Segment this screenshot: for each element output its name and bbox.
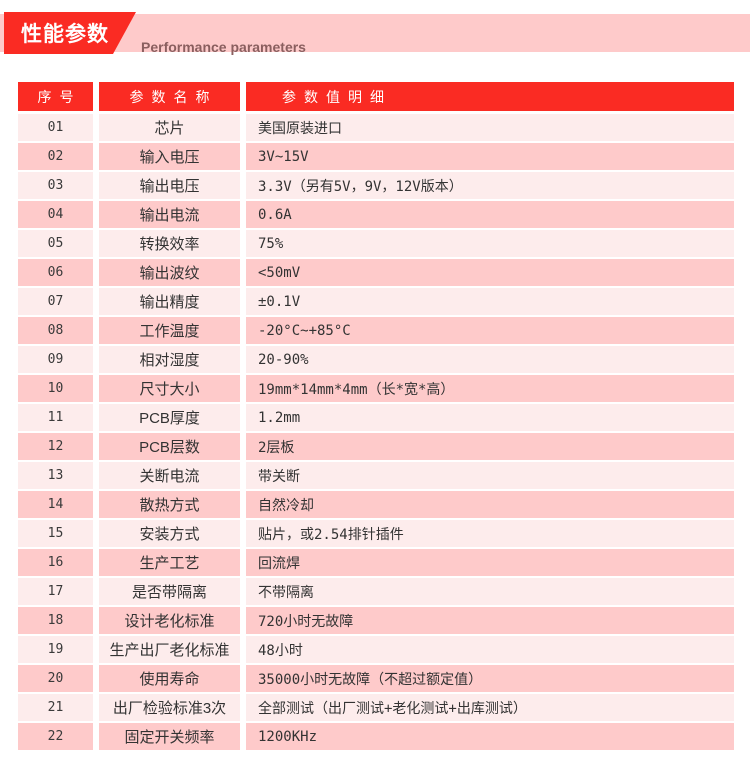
cell-no: 07: [18, 288, 93, 315]
cell-no: 18: [18, 607, 93, 634]
cell-name: 相对湿度: [99, 346, 240, 373]
header-cell-name: 参数名称: [99, 82, 240, 111]
cell-name: 输出精度: [99, 288, 240, 315]
cell-no: 13: [18, 462, 93, 489]
cell-value: 自然冷却: [246, 491, 734, 518]
cell-no: 20: [18, 665, 93, 692]
cell-no: 04: [18, 201, 93, 228]
table-row: 13 关断电流 带关断: [18, 462, 734, 489]
table-row: 19 生产出厂老化标准 48小时: [18, 636, 734, 663]
cell-value: 贴片，或2.54排针插件: [246, 520, 734, 547]
cell-name: 尺寸大小: [99, 375, 240, 402]
cell-name: 使用寿命: [99, 665, 240, 692]
cell-no: 01: [18, 114, 93, 141]
table-row: 21 出厂检验标准3次 全部测试（出厂测试+老化测试+出库测试）: [18, 694, 734, 721]
table-body: 01 芯片 美国原装进口 02 输入电压 3V~15V 03 输出电压 3.3V（另有5V，9V…: [18, 114, 734, 750]
cell-no: 08: [18, 317, 93, 344]
table-header-row: 序号 参数名称 参数值明细: [18, 82, 734, 111]
cell-value: 48小时: [246, 636, 734, 663]
cell-no: 06: [18, 259, 93, 286]
cell-value: 1200KHz: [246, 723, 734, 750]
cell-no: 12: [18, 433, 93, 460]
cell-no: 03: [18, 172, 93, 199]
banner-subtitle: Performance parameters: [141, 39, 306, 55]
cell-no: 09: [18, 346, 93, 373]
cell-value: 3.3V（另有5V，9V，12V版本）: [246, 172, 734, 199]
cell-no: 17: [18, 578, 93, 605]
table-row: 02 输入电压 3V~15V: [18, 143, 734, 170]
header-cell-no: 序号: [18, 82, 93, 111]
table-row: 05 转换效率 75%: [18, 230, 734, 257]
cell-value: 回流焊: [246, 549, 734, 576]
cell-value: 1.2mm: [246, 404, 734, 431]
cell-value: 全部测试（出厂测试+老化测试+出库测试）: [246, 694, 734, 721]
table-row: 08 工作温度 -20°C~+85°C: [18, 317, 734, 344]
cell-no: 21: [18, 694, 93, 721]
cell-value: 0.6A: [246, 201, 734, 228]
cell-name: 生产出厂老化标准: [99, 636, 240, 663]
cell-no: 15: [18, 520, 93, 547]
table-row: 15 安装方式 贴片，或2.54排针插件: [18, 520, 734, 547]
table-row: 11 PCB厚度 1.2mm: [18, 404, 734, 431]
spec-table: 序号 参数名称 参数值明细 01 芯片 美国原装进口 02 输入电压 3V~15V 03 输出…: [18, 82, 734, 752]
cell-value: -20°C~+85°C: [246, 317, 734, 344]
cell-name: PCB厚度: [99, 404, 240, 431]
cell-name: 设计老化标准: [99, 607, 240, 634]
cell-no: 19: [18, 636, 93, 663]
cell-name: 输出波纹: [99, 259, 240, 286]
cell-name: 出厂检验标准3次: [99, 694, 240, 721]
cell-value: 19mm*14mm*4mm（长*宽*高）: [246, 375, 734, 402]
table-row: 17 是否带隔离 不带隔离: [18, 578, 734, 605]
cell-name: 工作温度: [99, 317, 240, 344]
table-row: 06 输出波纹 <50mV: [18, 259, 734, 286]
banner-title: 性能参数: [21, 23, 109, 46]
cell-value: 3V~15V: [246, 143, 734, 170]
cell-value: <50mV: [246, 259, 734, 286]
cell-no: 02: [18, 143, 93, 170]
cell-no: 16: [18, 549, 93, 576]
table-row: 20 使用寿命 35000小时无故障（不超过额定值）: [18, 665, 734, 692]
cell-value: 35000小时无故障（不超过额定值）: [246, 665, 734, 692]
cell-name: 转换效率: [99, 230, 240, 257]
table-row: 14 散热方式 自然冷却: [18, 491, 734, 518]
cell-no: 22: [18, 723, 93, 750]
cell-name: 输出电流: [99, 201, 240, 228]
table-row: 12 PCB层数 2层板: [18, 433, 734, 460]
cell-value: 20-90%: [246, 346, 734, 373]
table-row: 16 生产工艺 回流焊: [18, 549, 734, 576]
cell-name: 输入电压: [99, 143, 240, 170]
cell-name: 固定开关频率: [99, 723, 240, 750]
cell-value: 2层板: [246, 433, 734, 460]
cell-name: 输出电压: [99, 172, 240, 199]
cell-name: PCB层数: [99, 433, 240, 460]
table-row: 07 输出精度 ±0.1V: [18, 288, 734, 315]
cell-value: 不带隔离: [246, 578, 734, 605]
table-row: 18 设计老化标准 720小时无故障: [18, 607, 734, 634]
cell-name: 生产工艺: [99, 549, 240, 576]
table-row: 09 相对湿度 20-90%: [18, 346, 734, 373]
cell-name: 安装方式: [99, 520, 240, 547]
cell-name: 关断电流: [99, 462, 240, 489]
cell-value: 720小时无故障: [246, 607, 734, 634]
table-row: 03 输出电压 3.3V（另有5V，9V，12V版本）: [18, 172, 734, 199]
table-row: 04 输出电流 0.6A: [18, 201, 734, 228]
cell-no: 11: [18, 404, 93, 431]
cell-no: 10: [18, 375, 93, 402]
cell-name: 芯片: [99, 114, 240, 141]
header-cell-value: 参数值明细: [246, 82, 734, 111]
cell-no: 14: [18, 491, 93, 518]
table-row: 01 芯片 美国原装进口: [18, 114, 734, 141]
cell-value: ±0.1V: [246, 288, 734, 315]
table-row: 22 固定开关频率 1200KHz: [18, 723, 734, 750]
table-row: 10 尺寸大小 19mm*14mm*4mm（长*宽*高）: [18, 375, 734, 402]
banner-title-flag: 性能参数: [4, 12, 136, 54]
cell-name: 是否带隔离: [99, 578, 240, 605]
cell-value: 带关断: [246, 462, 734, 489]
cell-value: 美国原装进口: [246, 114, 734, 141]
cell-name: 散热方式: [99, 491, 240, 518]
cell-value: 75%: [246, 230, 734, 257]
cell-no: 05: [18, 230, 93, 257]
